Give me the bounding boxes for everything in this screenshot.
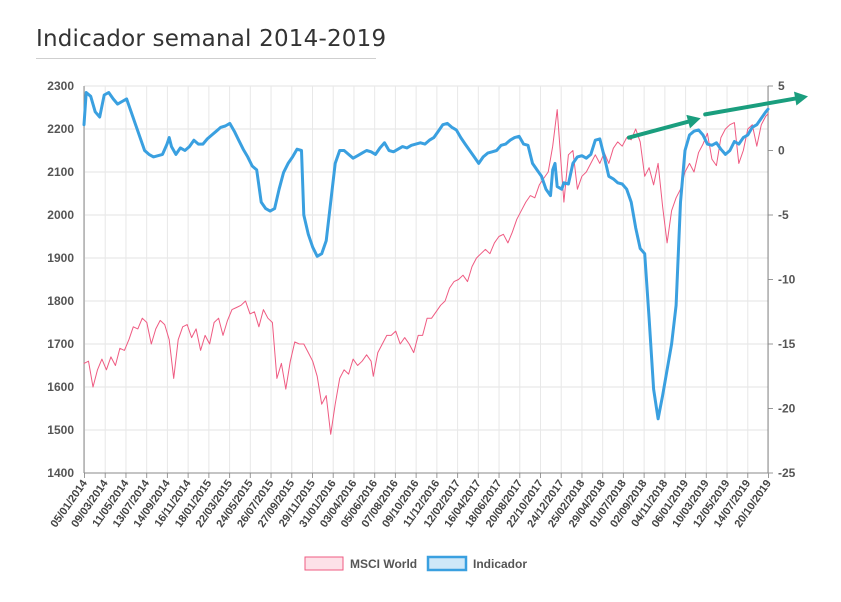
y-right-tick-label: -20 [778,402,796,416]
legend: MSCI World Indicador [304,555,527,572]
legend-item-msci-world: MSCI World [304,556,417,571]
legend-swatch [304,556,344,571]
y-left-tick-label: 2300 [47,79,74,93]
y-left-tick-label: 1800 [47,294,74,308]
chart-title: Indicador semanal 2014-2019 [36,26,387,52]
legend-label: Indicador [473,557,527,571]
y-right-tick-label: -10 [778,273,796,287]
legend-item-indicador: Indicador [426,555,527,572]
annotation-arrow-head [686,114,701,129]
legend-label: MSCI World [350,557,417,571]
y-left-tick-label: 1600 [47,380,74,394]
y-right-tick-label: -5 [778,208,789,222]
series-layer [82,91,770,435]
y-right-tick-label: -15 [778,337,796,351]
annotations [626,91,808,140]
y-axis-left-ticks: 1400 1500 1600 1700 1800 1900 2000 2100 2200 2300 [47,79,74,480]
y-left-tick-label: 2200 [47,122,74,136]
x-axis-ticks: 05/01/201409/03/201411/05/201413/07/2014… [49,477,774,530]
y-right-tick-label: 5 [778,79,785,93]
y-axis-right-ticks: -25 -20 -15 -10 -5 0 5 [778,79,796,480]
series-line-indicador [82,91,770,421]
y-left-tick-label: 2000 [47,208,74,222]
y-left-tick-label: 1400 [47,466,74,480]
title-underline [36,58,376,59]
annotation-arrow-shaft [703,96,798,117]
annotation-arrow-head [793,91,808,106]
axes [83,85,773,478]
y-right-tick-label: 0 [778,144,785,158]
series-line-msci-world [83,109,769,435]
y-left-tick-label: 1700 [47,337,74,351]
y-right-tick-label: -25 [778,466,796,480]
annotation-arrow-shaft [626,119,691,140]
legend-swatch [426,555,468,572]
y-left-tick-label: 1900 [47,251,74,265]
y-left-tick-label: 1500 [47,423,74,437]
y-left-tick-label: 2100 [47,165,74,179]
